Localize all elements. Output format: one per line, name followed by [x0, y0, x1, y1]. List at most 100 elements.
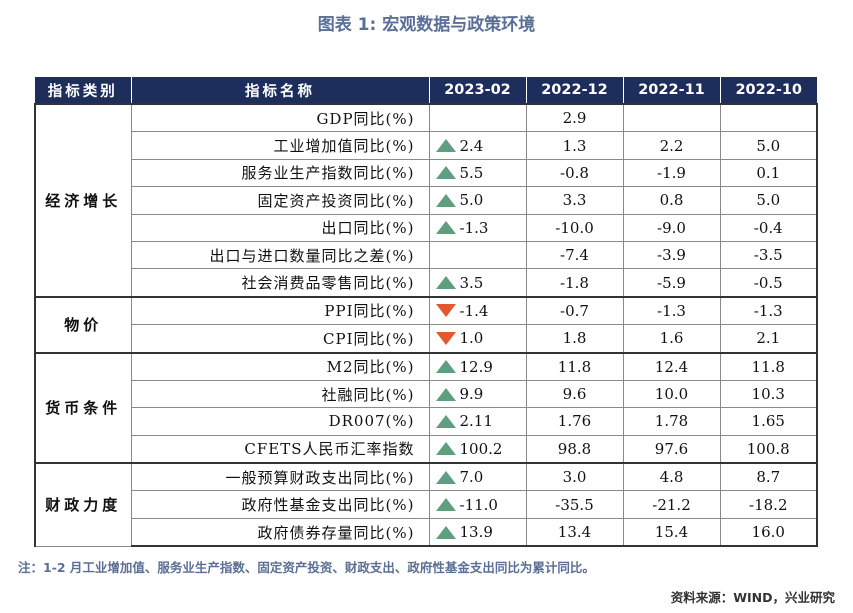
value-2022-12: -35.5: [525, 490, 624, 519]
value-2022-12: 13.4: [525, 517, 624, 548]
value-2022-11: [622, 103, 721, 133]
table-row: 社融同比(%) 9.9 9.6 10.0 10.3: [35, 379, 818, 409]
value-2022-12: -0.7: [525, 295, 624, 326]
trend-up-icon: [435, 387, 456, 401]
current-value: 100.2: [459, 439, 503, 458]
value-2022-11: 97.6: [622, 434, 721, 464]
table-row: 政府债券存量同比(%) 13.9 13.4 15.4 16.0: [35, 517, 818, 548]
trend-up-icon: [435, 525, 456, 539]
value-2022-12: 11.8: [525, 351, 624, 381]
category-cell: 财政力度: [34, 462, 132, 547]
trend-up-icon: [435, 139, 456, 153]
value-2023-02: 3.5: [428, 268, 527, 298]
indicator-name: 服务业生产指数同比(%): [130, 158, 430, 188]
trend-down-icon: [435, 331, 456, 345]
value-2022-12: -1.8: [525, 268, 624, 298]
table-body: 经济增长 GDP同比(%) 2.9 工业增加值同比(%) 2.4 1.3 2.2 5.0 服务业…: [34, 103, 818, 548]
value-2022-10: -0.4: [719, 213, 818, 242]
value-2022-10: 8.7: [719, 462, 818, 492]
current-value: 9.9: [459, 385, 484, 404]
trend-up-icon: [435, 360, 456, 374]
header-2023-02: 2023-02: [429, 77, 527, 104]
value-2022-11: 10.0: [622, 379, 721, 409]
value-2023-02: 1.0: [428, 324, 527, 354]
trend-up-icon: [435, 442, 456, 456]
table-row: 财政力度 一般预算财政支出同比(%) 7.0 3.0 4.8 8.7: [34, 462, 818, 547]
value-2022-11: -1.3: [622, 295, 721, 326]
value-2023-02: [428, 103, 527, 133]
value-2022-10: 16.0: [719, 517, 818, 548]
current-value: 1.0: [459, 329, 484, 348]
value-2023-02: 100.2: [428, 434, 527, 464]
value-2022-11: 1.78: [622, 407, 721, 436]
value-2022-10: 5.0: [719, 131, 818, 160]
value-2022-12: -7.4: [525, 240, 624, 270]
header-2022-11: 2022-11: [623, 77, 721, 104]
table-row: 出口同比(%) -1.3 -10.0 -9.0 -0.4: [35, 213, 818, 242]
chart-title: 图表 1: 宏观数据与政策环境: [317, 15, 536, 35]
trend-up-icon: [435, 221, 456, 235]
value-2023-02: 2.11: [428, 407, 527, 436]
current-value: 5.0: [459, 191, 484, 210]
value-2022-12: 98.8: [525, 434, 624, 464]
trend-up-icon: [435, 470, 456, 484]
value-2023-02: -1.3: [428, 213, 527, 242]
value-2022-12: 1.8: [525, 324, 624, 354]
table-header-row: 指标类别 指标名称 2023-02 2022-12 2022-11 2022-1…: [35, 77, 817, 104]
value-2022-10: -18.2: [719, 490, 818, 519]
header-category: 指标类别: [35, 77, 132, 104]
value-2022-11: -9.0: [622, 213, 721, 242]
value-2023-02: -11.0: [428, 490, 527, 519]
trend-up-icon: [435, 166, 456, 180]
indicator-name: CPI同比(%): [130, 324, 430, 354]
value-2022-11: 0.8: [622, 186, 721, 215]
table-row: 政府性基金支出同比(%) -11.0 -35.5 -21.2 -18.2: [35, 490, 818, 519]
table-row: 固定资产投资同比(%) 5.0 3.3 0.8 5.0: [35, 186, 818, 215]
indicator-name: 社会消费品零售同比(%): [130, 268, 430, 298]
value-2022-12: 1.3: [525, 131, 624, 160]
current-value: -1.4: [459, 301, 489, 320]
value-2022-11: -3.9: [622, 240, 721, 270]
table-row: CFETS人民币汇率指数 100.2 98.8 97.6 100.8: [35, 434, 818, 464]
table-row: 出口与进口数量同比之差(%) -7.4 -3.9 -3.5: [35, 240, 818, 270]
value-2023-02: 5.0: [428, 186, 527, 215]
value-2022-11: -21.2: [622, 490, 721, 519]
value-2022-10: 0.1: [719, 158, 818, 188]
value-2022-12: 9.6: [525, 379, 624, 409]
value-2022-10: 11.8: [719, 351, 818, 381]
value-2022-11: 1.6: [622, 324, 721, 354]
value-2022-11: 4.8: [622, 462, 721, 492]
current-value: 3.5: [459, 273, 484, 292]
value-2023-02: 12.9: [428, 351, 527, 381]
table-row: DR007(%) 2.11 1.76 1.78 1.65: [35, 407, 818, 436]
indicator-name: 出口同比(%): [130, 213, 430, 242]
table-row: CPI同比(%) 1.0 1.8 1.6 2.1: [35, 324, 818, 354]
footnote: 注：1-2 月工业增加值、服务业生产指数、固定资产投资、财政支出、政府性基金支出…: [18, 560, 595, 575]
value-2022-10: [719, 103, 818, 133]
table-row: 服务业生产指数同比(%) 5.5 -0.8 -1.9 0.1: [35, 158, 818, 188]
trend-up-icon: [435, 498, 456, 512]
value-2022-10: 10.3: [719, 379, 818, 409]
header-indicator-name: 指标名称: [131, 77, 430, 104]
value-2023-02: 5.5: [428, 158, 527, 188]
table-row: 物价 PPI同比(%) -1.4 -0.7 -1.3 -1.3: [34, 295, 818, 354]
value-2023-02: 2.4: [428, 131, 527, 160]
indicator-name: GDP同比(%): [130, 103, 430, 133]
indicator-name: 固定资产投资同比(%): [130, 186, 430, 215]
current-value: 5.5: [459, 163, 484, 182]
trend-down-icon: [435, 304, 456, 318]
indicator-name: M2同比(%): [130, 351, 430, 381]
indicator-name: CFETS人民币汇率指数: [130, 434, 430, 464]
value-2022-10: 100.8: [719, 434, 818, 464]
value-2022-11: 15.4: [622, 517, 721, 548]
table-row: 经济增长 GDP同比(%) 2.9: [34, 103, 818, 298]
trend-up-icon: [435, 414, 456, 428]
indicator-name: 出口与进口数量同比之差(%): [130, 240, 430, 270]
value-2022-12: -10.0: [525, 213, 624, 242]
value-2023-02: 9.9: [428, 379, 527, 409]
value-2022-12: -0.8: [525, 158, 624, 188]
indicator-name: 政府性基金支出同比(%): [130, 490, 430, 519]
indicator-name: PPI同比(%): [130, 295, 430, 326]
category-cell: 物价: [34, 295, 132, 354]
indicator-name: 工业增加值同比(%): [130, 131, 430, 160]
